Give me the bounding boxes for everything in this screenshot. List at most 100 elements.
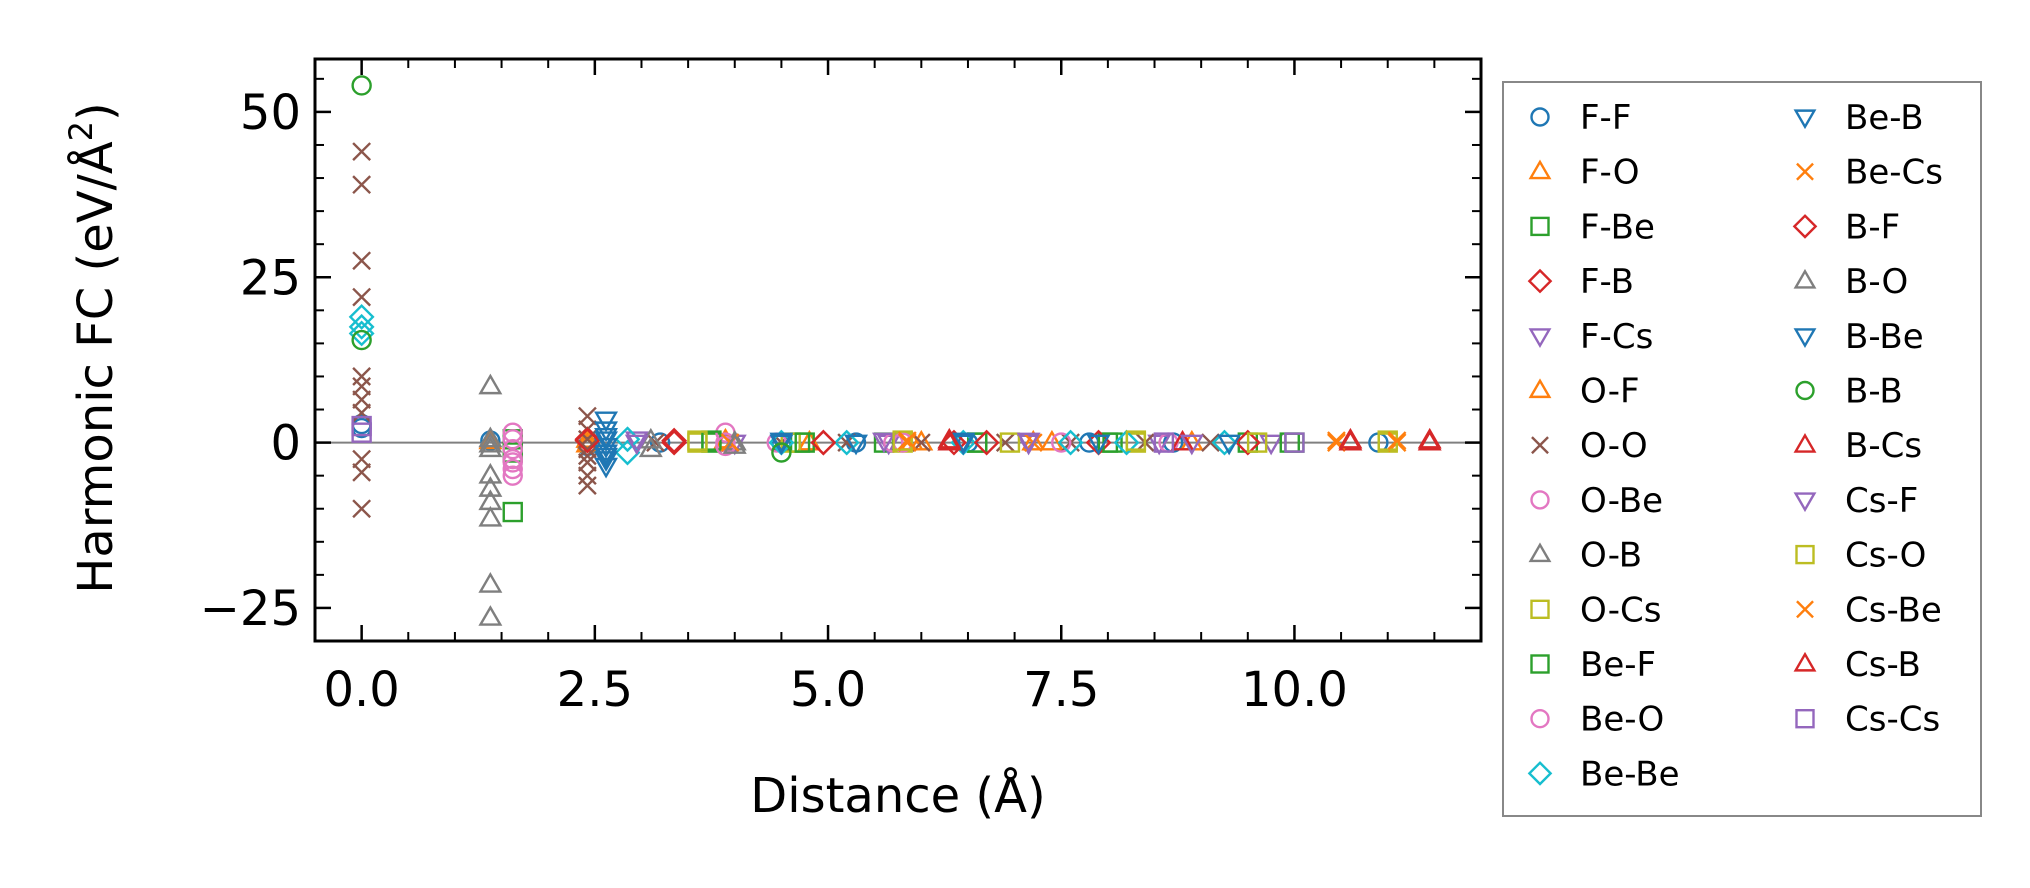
data-point	[844, 434, 869, 456]
legend-entry: Be-B	[1793, 98, 1924, 138]
data-point	[352, 449, 372, 469]
legend: F-F F-O F-Be F-B F-Cs O-F O-O O-Be O-B O-Cs Be-F Be…	[1502, 81, 1982, 817]
data-point	[661, 427, 688, 454]
legend-frame	[1502, 81, 1982, 817]
legend-label: F-O	[1580, 153, 1640, 193]
data-point	[1387, 431, 1407, 451]
data-point	[594, 447, 619, 469]
data-point	[1170, 429, 1195, 451]
data-point	[348, 313, 375, 340]
data-point	[1039, 429, 1064, 451]
data-point	[722, 433, 747, 454]
legend-label: O-F	[1580, 372, 1640, 412]
legend-marker	[1530, 490, 1550, 510]
legend-entry: F-Be	[1530, 207, 1655, 247]
series-cs-cs	[351, 415, 1305, 453]
legend-entry: Cs-O	[1795, 536, 1926, 576]
legend-label: B-Cs	[1845, 426, 1922, 466]
data-point	[1179, 434, 1204, 456]
legend-marker	[1531, 436, 1549, 455]
data-point	[594, 428, 619, 449]
legend-marker	[1793, 651, 1817, 672]
legend-marker	[1792, 214, 1818, 239]
data-point	[872, 432, 896, 454]
data-point	[594, 431, 619, 453]
legend-marker	[1530, 216, 1550, 237]
data-point	[892, 430, 913, 451]
data-point	[1234, 429, 1261, 456]
legend-marker	[1530, 599, 1550, 619]
series-cs-f	[624, 432, 1204, 456]
data-point	[352, 376, 372, 396]
legend-label: Cs-O	[1845, 536, 1926, 576]
data-point	[478, 605, 503, 626]
data-point	[352, 251, 372, 271]
legend-marker	[1530, 709, 1550, 729]
data-point	[999, 432, 1021, 453]
legend-entry: Be-Cs	[1796, 153, 1943, 193]
data-point	[1051, 432, 1072, 453]
legend-marker	[1795, 380, 1815, 401]
legend-label: O-Be	[1580, 481, 1663, 521]
legend-marker	[1796, 162, 1814, 181]
legend-label: O-B	[1580, 536, 1642, 576]
legend-entry: Cs-Be	[1796, 590, 1942, 630]
plot-frame	[313, 57, 1483, 643]
series-cs-o	[687, 430, 1398, 451]
y-tick-label: −25	[200, 581, 301, 637]
legend-entry: Cs-F	[1793, 481, 1918, 521]
legend-marker	[1793, 109, 1817, 130]
legend-label: O-Cs	[1580, 590, 1661, 630]
legend-entries: F-F F-O F-Be F-B F-Cs O-F O-O O-Be O-B O-Cs Be-F Be…	[1527, 98, 1943, 794]
legend-label: F-B	[1580, 262, 1634, 302]
data-point	[594, 437, 619, 459]
legend-entry: Cs-Cs	[1795, 700, 1940, 740]
data-point	[951, 432, 976, 454]
legend-marker	[1528, 159, 1552, 180]
legend-label: Be-Be	[1580, 754, 1680, 794]
legend-label: B-F	[1845, 207, 1900, 247]
data-point	[352, 390, 372, 410]
y-tick-labels: −25 0 25 50	[200, 85, 301, 637]
legend-label: Cs-B	[1845, 645, 1921, 685]
legend-label: Cs-Cs	[1845, 700, 1940, 740]
data-point	[351, 329, 372, 351]
data-point	[502, 422, 523, 443]
data-point	[577, 453, 597, 472]
legend-entry: O-Be	[1530, 481, 1663, 521]
series-b-f	[574, 427, 1000, 456]
data-point	[661, 429, 688, 456]
data-point	[1417, 427, 1442, 449]
legend-label: Be-F	[1580, 645, 1656, 685]
x-tick-label: 0.0	[323, 662, 399, 718]
data-point	[937, 427, 962, 449]
data-point	[577, 476, 597, 495]
legend-label: Cs-F	[1845, 481, 1918, 521]
data-point	[1217, 434, 1242, 456]
data-point	[1113, 429, 1140, 456]
data-point	[502, 429, 523, 450]
legend-marker	[1530, 654, 1550, 674]
data-point	[352, 142, 372, 161]
legend-entry: B-F	[1792, 207, 1900, 247]
legend-marker	[1527, 268, 1553, 294]
data-point	[1246, 432, 1268, 453]
data-point	[594, 444, 619, 466]
data-point	[1125, 430, 1147, 451]
legend-marker	[1793, 433, 1817, 453]
legend-label: O-O	[1580, 426, 1648, 466]
data-point	[478, 436, 503, 458]
data-point	[594, 451, 619, 472]
legend-marker	[1795, 544, 1815, 565]
legend-entry: B-B	[1795, 372, 1903, 412]
data-point	[897, 431, 917, 451]
data-point	[348, 320, 375, 347]
data-point	[351, 422, 372, 443]
data-point	[577, 439, 597, 459]
data-point	[1021, 429, 1046, 451]
y-axis-label-close: )	[68, 102, 124, 121]
data-point	[351, 75, 372, 96]
series-b-b	[351, 75, 792, 463]
legend-marker	[1528, 378, 1552, 399]
legend-entry: O-Cs	[1530, 590, 1661, 630]
